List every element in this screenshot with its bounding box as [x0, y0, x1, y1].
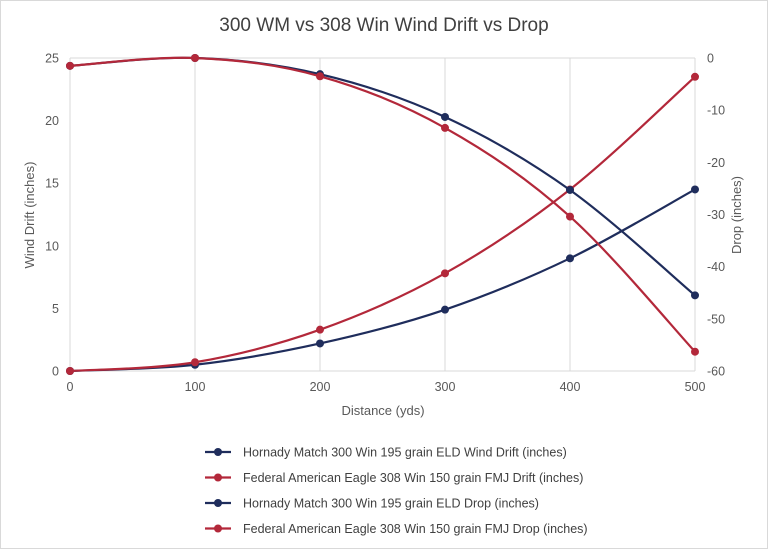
chart-title: 300 WM vs 308 Win Wind Drift vs Drop — [219, 15, 548, 36]
series-0-point-2 — [316, 339, 324, 348]
y-left-tick-label-20: 20 — [45, 114, 59, 128]
series-layer — [66, 54, 699, 375]
y-axis-right-title: Drop (inches) — [729, 176, 744, 254]
y-right-tick-label--30: -30 — [707, 208, 725, 222]
series-3-point-2 — [316, 72, 324, 81]
y-right-tick-label--50: -50 — [707, 312, 725, 326]
legend-marker-3 — [214, 524, 222, 533]
legend-label-0: Hornady Match 300 Win 195 grain ELD Wind… — [243, 446, 567, 460]
series-2 — [66, 54, 699, 300]
series-1-point-0 — [66, 367, 74, 375]
x-tick-label-200: 200 — [310, 380, 331, 394]
series-line-3 — [69, 56, 696, 353]
series-line-1 — [69, 75, 696, 373]
series-0-point-5 — [691, 185, 699, 194]
series-1-point-1 — [191, 358, 199, 367]
series-1-point-3 — [441, 269, 449, 278]
series-3-point-3 — [441, 123, 449, 132]
y-left-tick-label-10: 10 — [45, 239, 59, 253]
series-0 — [66, 185, 699, 375]
x-tick-label-300: 300 — [435, 380, 456, 394]
y-left-tick-label-5: 5 — [52, 302, 59, 316]
y-right-tick-label--20: -20 — [707, 156, 725, 170]
series-1 — [66, 72, 699, 375]
legend-label-1: Federal American Eagle 308 Win 150 grain… — [243, 471, 583, 485]
x-tick-label-400: 400 — [560, 380, 581, 394]
series-2-point-4 — [566, 185, 574, 194]
series-2-point-5 — [691, 291, 699, 300]
series-3-point-4 — [566, 212, 574, 221]
series-0-point-4 — [566, 254, 574, 263]
series-3 — [66, 54, 699, 356]
axis-layer: 0 100 200 300 400 500 0 5 10 15 20 25 0 -10 -20 -30 -40 -… — [45, 52, 725, 395]
x-axis-title: Distance (yds) — [341, 403, 424, 418]
y-right-tick-label--40: -40 — [707, 260, 725, 274]
legend-item-2: Hornady Match 300 Win 195 grain ELD Drop… — [205, 497, 539, 511]
y-right-tick-label--60: -60 — [707, 365, 725, 379]
legend-label-3: Federal American Eagle 308 Win 150 grain… — [243, 522, 588, 536]
legend-item-3: Federal American Eagle 308 Win 150 grain… — [205, 522, 588, 536]
x-tick-label-0: 0 — [67, 380, 74, 394]
y-left-tick-label-0: 0 — [52, 365, 59, 379]
series-3-point-0 — [66, 61, 74, 70]
legend-item-1: Federal American Eagle 308 Win 150 grain… — [205, 471, 583, 485]
y-left-tick-label-15: 15 — [45, 177, 59, 191]
y-right-tick-label-0: 0 — [707, 52, 714, 66]
x-tick-label-100: 100 — [185, 380, 206, 394]
series-line-0 — [69, 188, 696, 373]
y-axis-left-title: Wind Drift (inches) — [22, 162, 37, 269]
series-line-2 — [69, 56, 696, 297]
y-left-tick-label-25: 25 — [45, 52, 59, 66]
legend-marker-0 — [214, 448, 222, 456]
legend-marker-2 — [214, 499, 222, 507]
series-3-point-1 — [191, 54, 199, 62]
series-1-point-5 — [691, 72, 699, 81]
legend-label-2: Hornady Match 300 Win 195 grain ELD Drop… — [243, 497, 539, 511]
legend-item-0: Hornady Match 300 Win 195 grain ELD Wind… — [205, 446, 567, 460]
legend: Hornady Match 300 Win 195 grain ELD Wind… — [205, 446, 588, 536]
series-1-point-2 — [316, 325, 324, 334]
x-tick-label-500: 500 — [685, 380, 706, 394]
series-0-point-3 — [441, 305, 449, 314]
series-3-point-5 — [691, 347, 699, 356]
legend-marker-1 — [214, 473, 222, 482]
y-right-tick-label--10: -10 — [707, 104, 725, 118]
series-2-point-3 — [441, 112, 449, 121]
